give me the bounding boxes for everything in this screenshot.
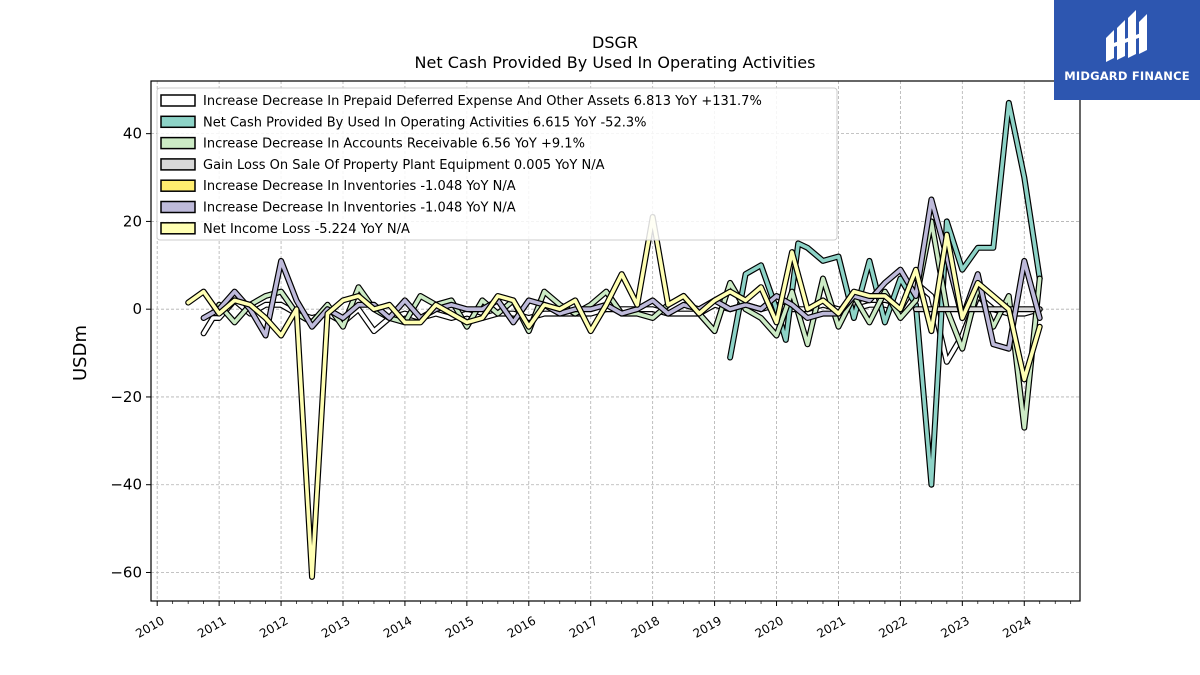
legend-label: Gain Loss On Sale Of Property Plant Equi…: [203, 158, 605, 173]
y-tick-label: 0: [132, 300, 142, 318]
legend-swatch: [160, 200, 196, 214]
series-line: [201, 197, 1042, 351]
x-tick-label: 2010: [133, 613, 166, 640]
legend: Increase Decrease In Prepaid Deferred Ex…: [156, 87, 838, 241]
legend-label: Increase Decrease In Prepaid Deferred Ex…: [203, 94, 762, 109]
x-tick-label: 2011: [195, 613, 228, 640]
series-line: [186, 215, 1042, 579]
legend-entry: Increase Decrease In Prepaid Deferred Ex…: [160, 94, 762, 109]
y-tick-label: −40: [110, 476, 142, 494]
legend-label: Net Cash Provided By Used In Operating A…: [203, 115, 646, 130]
x-tick-label: 2022: [876, 613, 909, 640]
legend-entry: Net Cash Provided By Used In Operating A…: [160, 115, 646, 130]
brand-name: MIDGARD FINANCE: [1064, 69, 1190, 83]
x-tick-label: 2024: [1000, 613, 1033, 640]
series-5: [200, 196, 1043, 352]
chart-title: DSGR: [592, 33, 638, 52]
y-tick-label: −60: [110, 563, 142, 581]
legend-box: [156, 87, 838, 241]
legend-label: Increase Decrease In Inventories -1.048 …: [203, 179, 516, 194]
x-tick-label: 2015: [443, 613, 476, 640]
x-tick-label: 2018: [629, 613, 662, 640]
legend-label: Increase Decrease In Inventories -1.048 …: [203, 201, 516, 216]
legend-swatch: [160, 158, 196, 171]
chart-subtitle: Net Cash Provided By Used In Operating A…: [415, 53, 816, 72]
x-tick-label: 2023: [938, 613, 971, 640]
y-tick-label: 40: [123, 125, 142, 143]
series-group: [185, 99, 1043, 580]
legend-label: Net Income Loss -5.224 YoY N/A: [203, 222, 410, 237]
legend-entry: Gain Loss On Sale Of Property Plant Equi…: [160, 158, 605, 173]
legend-swatch: [160, 222, 196, 235]
x-tick-label: 2021: [815, 613, 848, 640]
legend-swatch: [160, 115, 196, 129]
legend-label: Increase Decrease In Accounts Receivable…: [203, 137, 585, 152]
legend-swatch: [160, 94, 196, 107]
legend-entry: Increase Decrease In Inventories -1.048 …: [160, 200, 516, 216]
x-tick-label: 2019: [691, 613, 724, 640]
legend-entry: Increase Decrease In Accounts Receivable…: [160, 136, 585, 152]
plot-area: [150, 80, 1081, 602]
x-tick-label: 2014: [381, 613, 414, 640]
y-axis-label: USDm: [70, 325, 91, 381]
brand-mark-icon: [1106, 10, 1147, 62]
x-tick-label: 2020: [753, 613, 786, 640]
x-tick-label: 2017: [567, 613, 600, 640]
legend-entry: Net Income Loss -5.224 YoY N/A: [160, 222, 410, 237]
legend-swatch: [160, 136, 196, 150]
series-6: [185, 214, 1043, 580]
y-tick-label: −20: [110, 388, 142, 406]
legend-swatch: [160, 179, 196, 192]
legend-entry: Increase Decrease In Inventories -1.048 …: [160, 179, 516, 194]
y-tick-label: 20: [123, 212, 142, 230]
x-tick-label: 2013: [319, 613, 352, 640]
x-tick-label: 2012: [257, 613, 290, 640]
brand-logo: MIDGARD FINANCE: [1054, 0, 1200, 100]
x-tick-label: 2016: [505, 613, 538, 640]
